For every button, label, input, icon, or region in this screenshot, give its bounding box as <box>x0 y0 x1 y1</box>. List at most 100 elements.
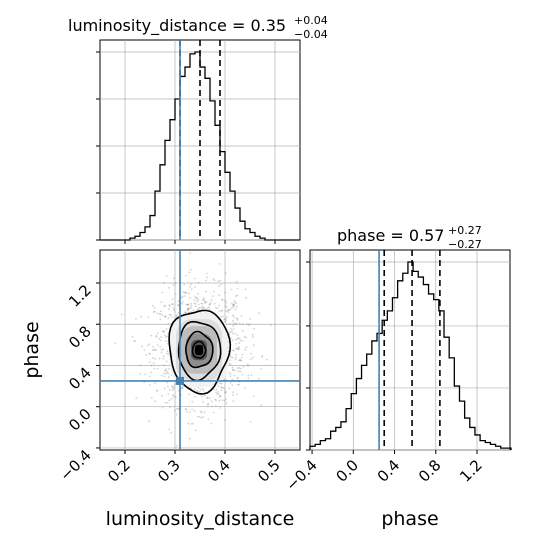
sample-point <box>167 385 169 388</box>
title-phase-sup: +0.27 <box>448 224 482 237</box>
sample-point <box>168 428 171 431</box>
sample-point <box>220 382 223 385</box>
sample-point <box>225 316 228 319</box>
sample-point <box>245 336 247 339</box>
sample-point <box>222 386 225 389</box>
sample-point <box>163 330 165 332</box>
sample-point <box>230 328 233 330</box>
sample-point <box>236 294 239 297</box>
sample-point <box>201 299 204 301</box>
sample-point <box>172 386 175 389</box>
sample-point <box>188 393 190 396</box>
sample-point <box>196 308 199 311</box>
sample-point <box>140 315 143 318</box>
sample-point <box>217 385 220 387</box>
sample-point <box>229 373 232 375</box>
sample-point <box>229 382 232 384</box>
sample-point <box>210 302 212 304</box>
sample-point <box>230 302 233 305</box>
tick-marks <box>96 282 276 454</box>
sample-point <box>233 299 236 302</box>
sample-point <box>189 252 192 255</box>
sample-point <box>196 390 199 393</box>
sample-point <box>241 353 244 356</box>
sample-point <box>232 314 234 317</box>
sample-point <box>193 302 196 304</box>
y-axis-label-phase: phase <box>21 321 43 378</box>
sample-point <box>187 307 190 310</box>
sample-point <box>174 282 177 285</box>
sample-point <box>189 307 191 310</box>
sample-point <box>223 399 226 402</box>
sample-point <box>233 315 235 318</box>
sample-point <box>163 387 166 390</box>
sample-point <box>161 330 164 333</box>
sample-point <box>221 298 223 301</box>
sample-point <box>224 272 227 274</box>
sample-point <box>246 363 249 366</box>
sample-point <box>192 309 195 312</box>
sample-point <box>202 389 205 392</box>
sample-point <box>196 300 199 303</box>
sample-point <box>161 406 164 409</box>
sample-point <box>143 349 146 351</box>
sample-point <box>177 304 180 307</box>
sample-point <box>238 346 240 348</box>
title-lum-sub: −0.04 <box>294 28 328 41</box>
sample-point <box>183 311 186 314</box>
sample-point <box>239 358 242 361</box>
sample-point <box>234 308 237 311</box>
sample-point <box>167 372 170 375</box>
grid <box>310 250 510 451</box>
sample-point <box>148 353 151 355</box>
sample-point <box>172 284 175 287</box>
sample-point <box>175 444 178 447</box>
sample-point <box>149 361 151 364</box>
sample-point <box>216 307 219 310</box>
sample-point <box>166 342 169 345</box>
y-tick-label: 0.0 <box>65 405 95 435</box>
sample-point <box>235 338 237 341</box>
sample-point <box>170 397 173 400</box>
sample-point <box>215 399 218 402</box>
sample-point <box>194 305 197 308</box>
sample-point <box>221 399 224 401</box>
sample-point <box>172 303 174 306</box>
sample-point <box>231 369 234 371</box>
sample-point <box>167 322 170 325</box>
sample-point <box>196 297 198 299</box>
sample-point <box>233 369 236 372</box>
sample-point <box>217 391 220 393</box>
sample-point <box>203 300 206 302</box>
x-tick-label: 0.2 <box>104 456 134 486</box>
sample-point <box>185 410 188 413</box>
sample-point <box>185 408 188 411</box>
sample-point <box>251 334 254 336</box>
sample-point <box>244 288 247 291</box>
sample-point <box>211 295 214 297</box>
sample-point <box>208 308 211 311</box>
sample-point <box>152 304 154 307</box>
sample-point <box>175 413 178 416</box>
panel-frame <box>309 249 511 451</box>
sample-point <box>236 376 239 379</box>
sample-point <box>168 308 170 311</box>
sample-point <box>204 300 207 303</box>
sample-point <box>214 398 217 401</box>
sample-point <box>208 303 211 306</box>
sample-point <box>167 352 170 355</box>
sample-point <box>167 393 170 395</box>
sample-point <box>252 344 255 347</box>
sample-point <box>248 322 251 325</box>
sample-point <box>195 297 198 300</box>
title-lum-main: luminosity_distance = 0.35 <box>68 16 286 36</box>
sample-point <box>194 296 197 298</box>
sample-point <box>261 356 263 358</box>
sample-point <box>164 369 166 372</box>
title-phase-sub: −0.27 <box>448 238 482 251</box>
sample-point <box>198 307 201 310</box>
sample-point <box>203 298 205 301</box>
y-tick-labels-phase: −0.4 0.0 0.4 0.8 1.2 <box>56 281 94 484</box>
sample-point <box>177 408 180 410</box>
sample-point <box>212 278 215 280</box>
